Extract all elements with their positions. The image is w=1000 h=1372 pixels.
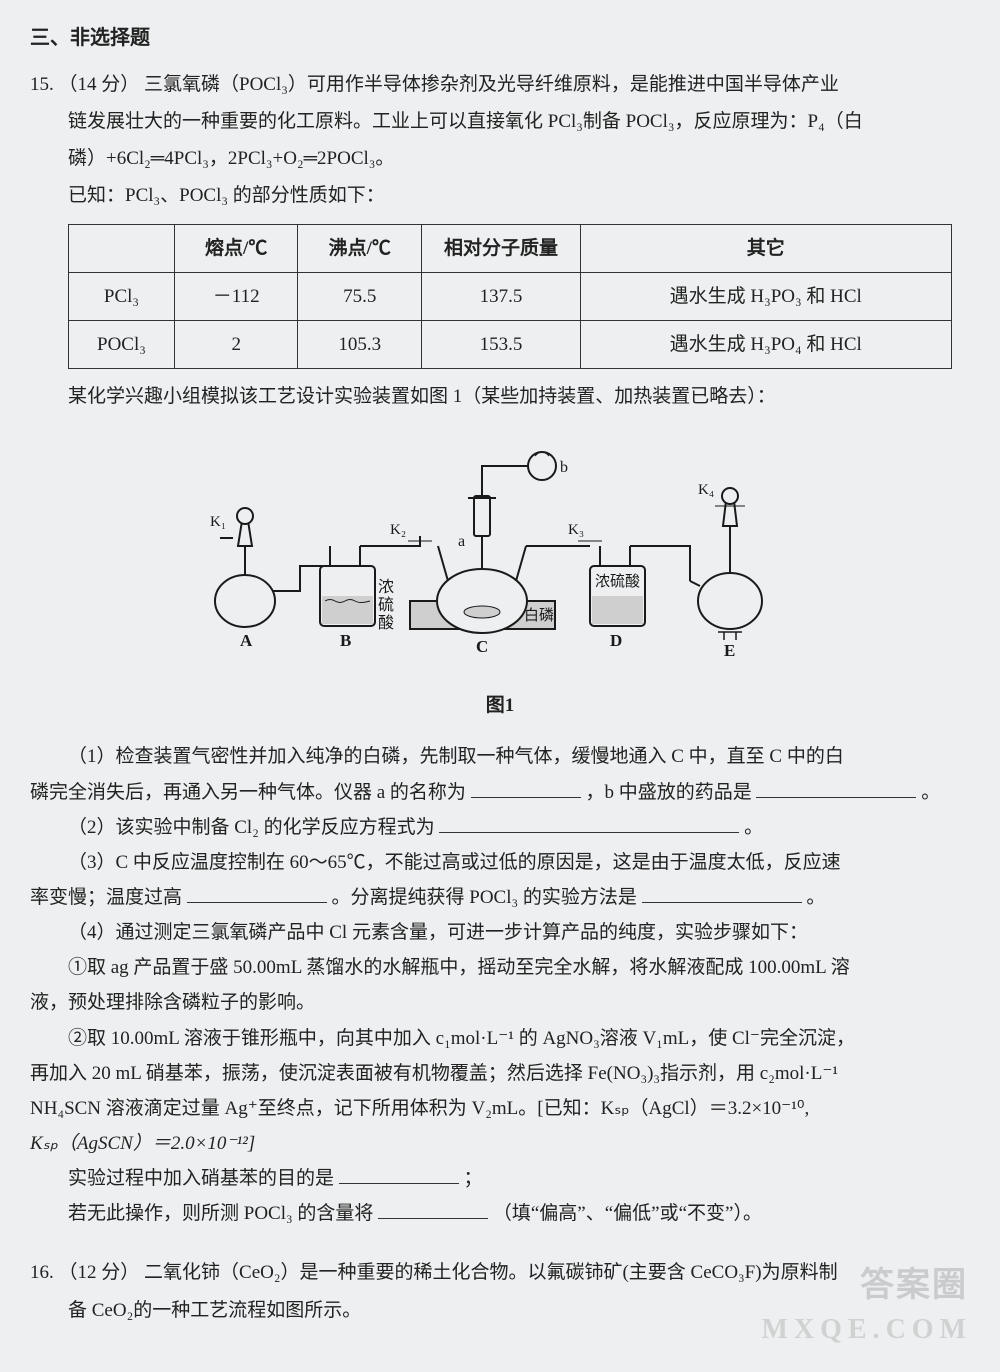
cell: 遇水生成 H₃PO₄ 和 HCl xyxy=(580,320,951,368)
question-16: 16. （12 分） 二氧化铈（CeO₂）是一种重要的稀土化合物。以氟碳铈矿(主… xyxy=(30,1255,970,1327)
q15-part4: （4）通过测定三氯氧磷产品中 Cl 元素含量，可进一步计算产品的纯度，实验步骤如… xyxy=(30,915,970,950)
q15-part4-q1: 实验过程中加入硝基苯的目的是 ； xyxy=(30,1161,970,1196)
q15-part4-2b: 再加入 20 mL 硝基苯，振荡，使沉淀表面被有机物覆盖；然后选择 Fe(NO₃… xyxy=(30,1056,970,1091)
blank-input[interactable] xyxy=(439,814,739,833)
q15-para1: 15. （14 分） 三氯氧磷（POCl₃）可用作半导体掺杂剂及光导纤维原料，是… xyxy=(30,67,970,102)
text: ； xyxy=(464,1168,483,1189)
blank-input[interactable] xyxy=(187,884,327,903)
label-b: B xyxy=(340,631,351,650)
figure-1: K₁ A 浓 硫 酸 B K₂ xyxy=(30,426,970,723)
apparatus-diagram: K₁ A 浓 硫 酸 B K₂ xyxy=(190,426,810,676)
label-e: E xyxy=(724,641,735,660)
q15-part4-1a: ①取 ag 产品置于盛 50.00mL 蒸馏水的水解瓶中，摇动至完全水解，将水解… xyxy=(30,950,970,985)
blank-input[interactable] xyxy=(378,1200,488,1219)
text: 。 xyxy=(744,817,763,838)
section-title: 三、非选择题 xyxy=(30,20,970,57)
q15-after-table: 某化学兴趣小组模拟该工艺设计实验装置如图 1（某些加持装置、加热装置已略去）： xyxy=(30,379,970,414)
q15-text3: 磷）+6Cl₂═4PCl₃，2PCl₃+O₂═2POCl₃。 xyxy=(30,141,970,176)
q16-points: （12 分） xyxy=(59,1262,140,1283)
q16-number: 16. xyxy=(30,1262,54,1283)
q15-number: 15. xyxy=(30,74,54,95)
label-a-lc: a xyxy=(458,533,465,550)
q15-part3-line2: 率变慢；温度过高 。分离提纯获得 POCl₃ 的实验方法是 。 xyxy=(30,880,970,915)
label-b-lc: b xyxy=(560,459,568,476)
q16-text2: 备 CeO₂的一种工艺流程如图所示。 xyxy=(30,1293,970,1328)
th-blank xyxy=(69,224,175,272)
q15-known: 已知：PCl₃、POCl₃ 的部分性质如下： xyxy=(30,178,970,213)
cell: POCl₃ xyxy=(69,320,175,368)
label-h2so4-2: 浓硫酸 xyxy=(595,573,640,590)
cell: PCl₃ xyxy=(69,272,175,320)
table-row: PCl₃ －112 75.5 137.5 遇水生成 H₃PO₃ 和 HCl xyxy=(69,272,952,320)
svg-text:酸: 酸 xyxy=(378,614,394,632)
label-k1: K₁ xyxy=(210,514,226,530)
blank-input[interactable] xyxy=(471,779,581,798)
label-h2so4-1: 浓 xyxy=(378,578,394,596)
figure-caption: 图1 xyxy=(30,688,970,723)
q15-part4-1b: 液，预处理排除含磷粒子的影响。 xyxy=(30,985,970,1020)
cell: 105.3 xyxy=(298,320,422,368)
text: ，b 中盛放的药品是 xyxy=(585,782,756,803)
q15-part3-line1: （3）C 中反应温度控制在 60～65℃，不能过高或过低的原因是，这是由于温度太… xyxy=(30,845,970,880)
th-boiling: 沸点/℃ xyxy=(298,224,422,272)
cell: 2 xyxy=(174,320,298,368)
q15-part4-2d: Kₛₚ（AgSCN）＝2.0×10⁻¹²] xyxy=(30,1126,970,1161)
q15-part1-line1: （1）检查装置气密性并加入纯净的白磷，先制取一种气体，缓慢地通入 C 中，直至 … xyxy=(30,739,970,774)
q15-part4-q2: 若无此操作，则所测 POCl₃ 的含量将 （填“偏高”、“偏低”或“不变”）。 xyxy=(30,1196,970,1231)
label-c: C xyxy=(476,637,488,656)
cell: 153.5 xyxy=(422,320,581,368)
text: 率变慢；温度过高 xyxy=(30,887,187,908)
blank-input[interactable] xyxy=(756,779,916,798)
q15-part1-line2: 磷完全消失后，再通入另一种气体。仪器 a 的名称为 ，b 中盛放的药品是 。 xyxy=(30,775,970,810)
table-row: POCl₃ 2 105.3 153.5 遇水生成 H₃PO₄ 和 HCl xyxy=(69,320,952,368)
label-d: D xyxy=(610,631,622,650)
text: 。 xyxy=(806,887,825,908)
q15-points: （14 分） xyxy=(59,74,140,95)
q15-part4-2c: NH₄SCN 溶液滴定过量 Ag⁺至终点，记下所用体积为 V₂mL。[已知：Kₛ… xyxy=(30,1091,970,1126)
text: 。 xyxy=(921,782,940,803)
blank-input[interactable] xyxy=(642,884,802,903)
question-15: 15. （14 分） 三氯氧磷（POCl₃）可用作半导体掺杂剂及光导纤维原料，是… xyxy=(30,67,970,1231)
cell: 75.5 xyxy=(298,272,422,320)
q16-text1: 二氧化铈（CeO₂）是一种重要的稀土化合物。以氟碳铈矿(主要含 CeCO₃F)为… xyxy=(144,1262,838,1283)
q15-part4-2a: ②取 10.00mL 溶液于锥形瓶中，向其中加入 c₁mol·L⁻¹ 的 AgN… xyxy=(30,1021,970,1056)
label-k3: K₃ xyxy=(568,522,584,538)
text: （填“偏高”、“偏低”或“不变”）。 xyxy=(493,1203,762,1224)
table-header-row: 熔点/℃ 沸点/℃ 相对分子质量 其它 xyxy=(69,224,952,272)
text: 若无此操作，则所测 POCl₃ 的含量将 xyxy=(68,1203,378,1224)
text: 。分离提纯获得 POCl₃ 的实验方法是 xyxy=(332,887,637,908)
cell: 遇水生成 H₃PO₃ 和 HCl xyxy=(580,272,951,320)
q15-text1: 三氯氧磷（POCl₃）可用作半导体掺杂剂及光导纤维原料，是能推进中国半导体产业 xyxy=(144,74,839,95)
svg-text:硫: 硫 xyxy=(378,596,394,614)
th-molmass: 相对分子质量 xyxy=(422,224,581,272)
text: （2）该实验中制备 Cl₂ 的化学反应方程式为 xyxy=(68,817,435,838)
label-a: A xyxy=(240,631,253,650)
properties-table: 熔点/℃ 沸点/℃ 相对分子质量 其它 PCl₃ －112 75.5 137.5… xyxy=(68,224,952,369)
text: 磷完全消失后，再通入另一种气体。仪器 a 的名称为 xyxy=(30,782,471,803)
cell: －112 xyxy=(174,272,298,320)
q16-line1: 16. （12 分） 二氧化铈（CeO₂）是一种重要的稀土化合物。以氟碳铈矿(主… xyxy=(30,1255,970,1290)
text: 实验过程中加入硝基苯的目的是 xyxy=(68,1168,339,1189)
label-k4: K₄ xyxy=(698,482,714,498)
q15-text2: 链发展壮大的一种重要的化工原料。工业上可以直接氧化 PCl₃制备 POCl₃，反… xyxy=(30,104,970,139)
label-whitep: 白磷 xyxy=(524,607,554,624)
th-melting: 熔点/℃ xyxy=(174,224,298,272)
blank-input[interactable] xyxy=(339,1165,459,1184)
th-other: 其它 xyxy=(580,224,951,272)
q15-part2: （2）该实验中制备 Cl₂ 的化学反应方程式为 。 xyxy=(30,810,970,845)
label-k2: K₂ xyxy=(390,522,406,538)
cell: 137.5 xyxy=(422,272,581,320)
